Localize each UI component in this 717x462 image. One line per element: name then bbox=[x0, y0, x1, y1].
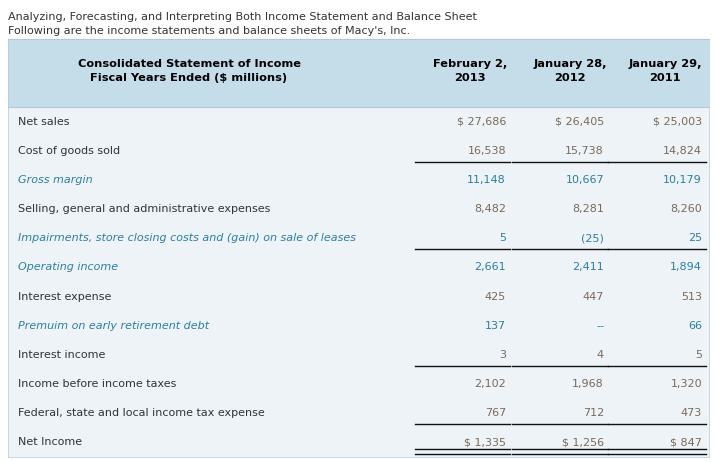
Text: Analyzing, Forecasting, and Interpreting Both Income Statement and Balance Sheet: Analyzing, Forecasting, and Interpreting… bbox=[8, 12, 477, 22]
Text: $ 1,335: $ 1,335 bbox=[464, 438, 506, 447]
Text: 1,320: 1,320 bbox=[670, 379, 702, 389]
Text: Interest expense: Interest expense bbox=[18, 292, 111, 302]
Text: $ 847: $ 847 bbox=[670, 438, 702, 447]
Text: 8,260: 8,260 bbox=[670, 204, 702, 214]
Text: Operating income: Operating income bbox=[18, 262, 118, 273]
Text: 16,538: 16,538 bbox=[467, 146, 506, 156]
Text: --: -- bbox=[596, 321, 604, 331]
Text: 14,824: 14,824 bbox=[663, 146, 702, 156]
Text: 1,968: 1,968 bbox=[572, 379, 604, 389]
Bar bbox=[8, 39, 709, 107]
Text: Net Income: Net Income bbox=[18, 438, 82, 447]
Text: $ 27,686: $ 27,686 bbox=[457, 116, 506, 127]
Text: Income before income taxes: Income before income taxes bbox=[18, 379, 176, 389]
Text: (25): (25) bbox=[581, 233, 604, 243]
Text: Impairments, store closing costs and (gain) on sale of leases: Impairments, store closing costs and (ga… bbox=[18, 233, 356, 243]
Text: 137: 137 bbox=[485, 321, 506, 331]
Text: 1,894: 1,894 bbox=[670, 262, 702, 273]
Text: 2,411: 2,411 bbox=[572, 262, 604, 273]
Text: Consolidated Statement of Income
Fiscal Years Ended ($ millions): Consolidated Statement of Income Fiscal … bbox=[77, 59, 300, 83]
Text: 15,738: 15,738 bbox=[565, 146, 604, 156]
Text: 3: 3 bbox=[499, 350, 506, 360]
Text: 8,482: 8,482 bbox=[474, 204, 506, 214]
Text: Federal, state and local income tax expense: Federal, state and local income tax expe… bbox=[18, 408, 265, 418]
Text: February 2,
2013: February 2, 2013 bbox=[433, 59, 507, 83]
Text: 8,281: 8,281 bbox=[572, 204, 604, 214]
Text: 11,148: 11,148 bbox=[467, 175, 506, 185]
Text: 2,102: 2,102 bbox=[474, 379, 506, 389]
Text: 473: 473 bbox=[680, 408, 702, 418]
Text: 2,661: 2,661 bbox=[475, 262, 506, 273]
Text: Gross margin: Gross margin bbox=[18, 175, 92, 185]
Bar bbox=[8, 107, 709, 457]
Text: Premuim on early retirement debt: Premuim on early retirement debt bbox=[18, 321, 209, 331]
Text: 25: 25 bbox=[688, 233, 702, 243]
Text: 4: 4 bbox=[597, 350, 604, 360]
Text: $ 26,405: $ 26,405 bbox=[555, 116, 604, 127]
Text: Following are the income statements and balance sheets of Macy's, Inc.: Following are the income statements and … bbox=[8, 26, 410, 36]
Text: 5: 5 bbox=[499, 233, 506, 243]
Text: 10,667: 10,667 bbox=[566, 175, 604, 185]
Text: $ 25,003: $ 25,003 bbox=[653, 116, 702, 127]
Text: 66: 66 bbox=[688, 321, 702, 331]
Text: $ 1,256: $ 1,256 bbox=[562, 438, 604, 447]
Text: Net sales: Net sales bbox=[18, 116, 70, 127]
Text: Selling, general and administrative expenses: Selling, general and administrative expe… bbox=[18, 204, 270, 214]
Text: January 29,
2011: January 29, 2011 bbox=[628, 59, 702, 83]
Text: 10,179: 10,179 bbox=[663, 175, 702, 185]
Text: Interest income: Interest income bbox=[18, 350, 105, 360]
Text: 513: 513 bbox=[681, 292, 702, 302]
Text: 767: 767 bbox=[485, 408, 506, 418]
Text: 712: 712 bbox=[583, 408, 604, 418]
Text: 425: 425 bbox=[485, 292, 506, 302]
Text: 5: 5 bbox=[695, 350, 702, 360]
Text: 447: 447 bbox=[583, 292, 604, 302]
Text: Cost of goods sold: Cost of goods sold bbox=[18, 146, 120, 156]
Text: January 28,
2012: January 28, 2012 bbox=[533, 59, 607, 83]
